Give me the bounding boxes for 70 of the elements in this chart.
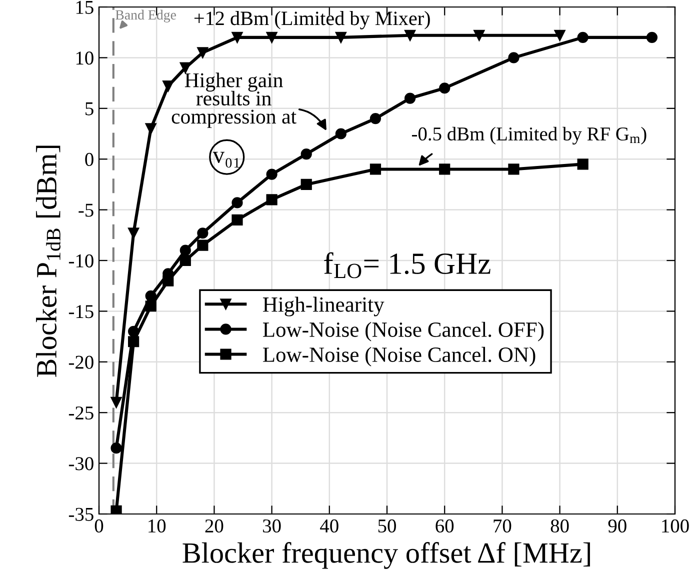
point bbox=[404, 30, 416, 41]
point bbox=[197, 228, 208, 239]
x-tick-label: 60 bbox=[436, 519, 454, 533]
x-tick-label: 90 bbox=[608, 519, 626, 533]
annotation: Higher gain results in compression at bbox=[172, 72, 296, 128]
legend-label: Low-Noise (Noise Cancel. ON) bbox=[262, 346, 536, 366]
point bbox=[300, 148, 312, 160]
point bbox=[577, 158, 588, 170]
point bbox=[110, 442, 122, 454]
point bbox=[197, 240, 208, 251]
y-axis-title: Blocker P$_{1dB}$ [dBm] bbox=[36, 146, 60, 377]
point bbox=[335, 32, 346, 43]
point bbox=[404, 92, 416, 104]
ref-line-label: Band Edge bbox=[116, 10, 176, 22]
x-axis-title: Blocker frequency offset Δf [MHz] bbox=[182, 542, 590, 569]
point bbox=[646, 32, 658, 43]
point bbox=[128, 228, 140, 239]
y-tick-label: -20 bbox=[68, 356, 94, 369]
annotation: v₀₁ bbox=[212, 152, 240, 168]
y-tick-label: 15 bbox=[76, 0, 94, 14]
point bbox=[162, 275, 174, 286]
point bbox=[128, 336, 140, 348]
point bbox=[439, 82, 450, 94]
point bbox=[180, 244, 191, 256]
point bbox=[370, 112, 382, 124]
point bbox=[554, 30, 566, 41]
point bbox=[145, 300, 156, 312]
y-tick-label: 10 bbox=[76, 52, 94, 65]
point bbox=[232, 32, 243, 43]
annotation: +12 dBm (Limited by Mixer) bbox=[194, 11, 430, 30]
legend-label: Low-Noise (Noise Cancel. OFF) bbox=[262, 322, 544, 342]
point bbox=[439, 164, 450, 175]
y-tick-label: -5 bbox=[78, 204, 94, 217]
x-tick-label: 10 bbox=[148, 519, 166, 533]
y-tick-label: 5 bbox=[86, 102, 94, 116]
point bbox=[266, 32, 278, 43]
point bbox=[145, 123, 156, 134]
point bbox=[197, 47, 208, 58]
point bbox=[474, 30, 485, 41]
y-tick-label: -10 bbox=[68, 254, 94, 268]
point bbox=[162, 80, 174, 92]
y-tick-label: -15 bbox=[68, 305, 94, 318]
legend-label: High-linearity bbox=[262, 296, 384, 316]
point bbox=[508, 52, 520, 64]
y-tick-label: 0 bbox=[85, 152, 94, 166]
point bbox=[232, 214, 243, 226]
x-tick-label: 40 bbox=[320, 519, 338, 533]
point bbox=[508, 164, 520, 175]
point bbox=[110, 396, 122, 408]
x-tick-label: 20 bbox=[205, 519, 224, 533]
x-tick-label: 80 bbox=[550, 519, 569, 533]
point bbox=[180, 62, 191, 74]
y-tick-label: -35 bbox=[68, 508, 94, 521]
y-tick-label: -25 bbox=[68, 406, 94, 420]
x-tick-label: 70 bbox=[494, 519, 512, 533]
point bbox=[266, 194, 278, 206]
point bbox=[335, 128, 346, 140]
x-tick-label: 30 bbox=[263, 519, 281, 533]
x-tick-label: 50 bbox=[378, 519, 396, 533]
point bbox=[232, 197, 243, 208]
point bbox=[300, 178, 312, 190]
x-tick-label: 0 bbox=[94, 519, 104, 533]
point bbox=[577, 32, 588, 43]
annotation: f$_{LO}$= 1.5 GHz bbox=[324, 252, 490, 278]
annotation: -0.5 dBm (Limited by RF G$_{m}$) bbox=[412, 126, 646, 145]
y-tick-label: -30 bbox=[68, 457, 94, 470]
point bbox=[370, 164, 382, 175]
point bbox=[180, 254, 191, 266]
point bbox=[266, 168, 278, 180]
x-tick-label: 100 bbox=[662, 519, 689, 533]
